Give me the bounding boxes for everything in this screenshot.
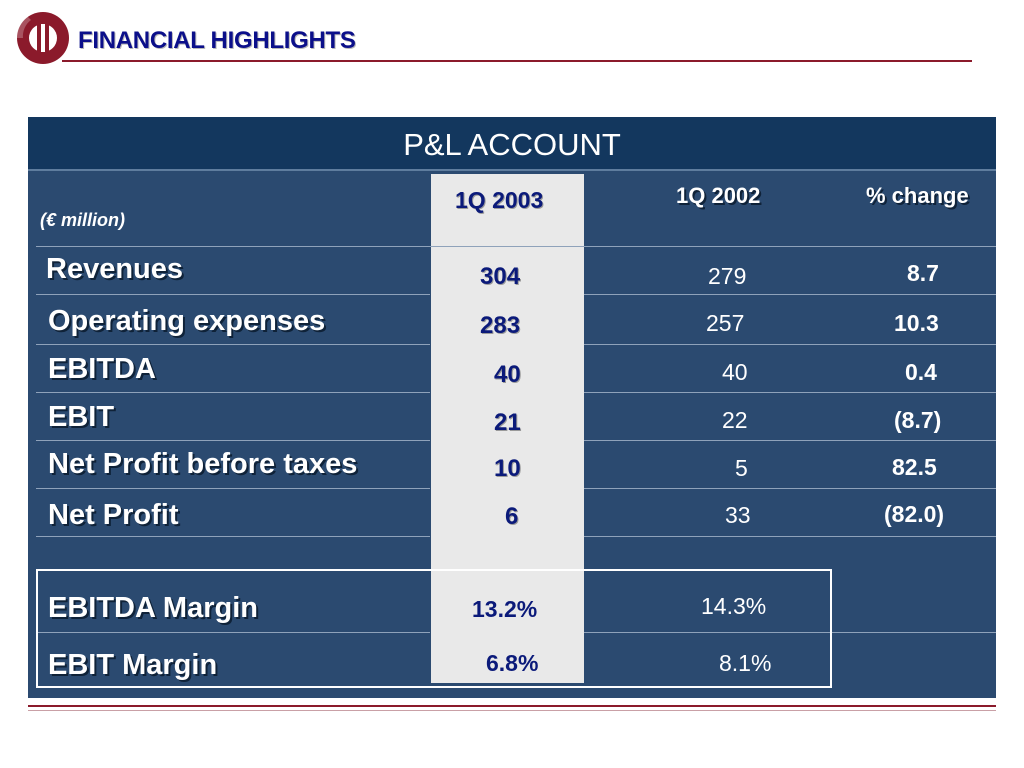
cell-change-ebitda: 0.4: [905, 359, 937, 385]
row-divider: [584, 536, 996, 537]
row-label-operating-expenses: Operating expenses: [48, 305, 326, 337]
cell-prior-ebit: 22: [722, 407, 748, 433]
cell-current-ebit: 21: [494, 409, 521, 436]
column-header-1q-2003: 1Q 2003: [455, 187, 544, 213]
cell-current-revenues: 304: [480, 263, 521, 290]
row-divider: [584, 488, 996, 489]
row-divider: [584, 632, 996, 633]
unit-label: (€ million): [40, 210, 125, 230]
cell-current-ebitda: 40: [494, 361, 521, 388]
panel-header: P&L ACCOUNT: [28, 117, 996, 171]
cell-current-operating-expenses: 283: [480, 312, 521, 339]
row-divider: [36, 392, 430, 393]
row-divider: [584, 392, 996, 393]
cell-change-ebit: (8.7): [894, 407, 942, 433]
header-divider: [62, 60, 972, 62]
row-label-ebit-margin: EBIT Margin: [48, 649, 218, 681]
row-divider: [36, 632, 430, 633]
row-divider: [584, 344, 996, 345]
cell-prior-net-profit: 33: [725, 502, 751, 528]
row-divider: [36, 440, 430, 441]
cell-prior-ebitda: 40: [722, 359, 748, 385]
column-header-1q-2002: 1Q 2002: [676, 183, 761, 208]
cell-prior-ebit-margin: 8.1%: [719, 650, 772, 676]
cell-change-net-profit: (82.0): [884, 501, 945, 527]
footer-divider-thin: [28, 710, 996, 711]
column-header-change: % change: [866, 183, 969, 208]
row-label-net-profit: Net Profit: [48, 499, 179, 531]
cell-prior-net-profit-before-taxes: 5: [735, 455, 748, 481]
row-label-revenues: Revenues: [46, 253, 184, 285]
cell-change-operating-expenses: 10.3: [894, 310, 939, 336]
company-logo-icon: [16, 12, 69, 64]
panel-title: P&L ACCOUNT: [403, 127, 621, 162]
row-divider: [584, 294, 996, 295]
row-divider: [36, 488, 430, 489]
row-label-ebitda: EBITDA: [48, 353, 156, 385]
margins-box: [36, 569, 832, 688]
page-title: FINANCIAL HIGHLIGHTS: [78, 27, 356, 54]
cell-current-net-profit: 6: [505, 503, 519, 530]
cell-prior-ebitda-margin: 14.3%: [701, 593, 767, 619]
row-label-ebitda-margin: EBITDA Margin: [48, 592, 258, 624]
row-divider: [584, 440, 996, 441]
cell-current-ebit-margin: 6.8%: [486, 650, 539, 676]
row-divider: [36, 246, 996, 247]
pl-account-panel: P&L ACCOUNT (€ million) 1Q 2003 1Q 2002 …: [28, 117, 996, 698]
cell-current-net-profit-before-taxes: 10: [494, 455, 521, 482]
row-divider: [36, 294, 430, 295]
row-divider: [36, 344, 430, 345]
footer-divider: [28, 705, 996, 707]
row-label-net-profit-before-taxes: Net Profit before taxes: [48, 448, 358, 480]
current-quarter-highlight: [431, 174, 584, 683]
row-label-ebit: EBIT: [48, 401, 115, 433]
cell-current-ebitda-margin: 13.2%: [472, 596, 538, 622]
row-divider: [36, 536, 430, 537]
cell-prior-operating-expenses: 257: [706, 310, 745, 336]
cell-prior-revenues: 279: [708, 263, 747, 289]
cell-change-revenues: 8.7: [907, 260, 939, 286]
cell-change-net-profit-before-taxes: 82.5: [892, 454, 937, 480]
